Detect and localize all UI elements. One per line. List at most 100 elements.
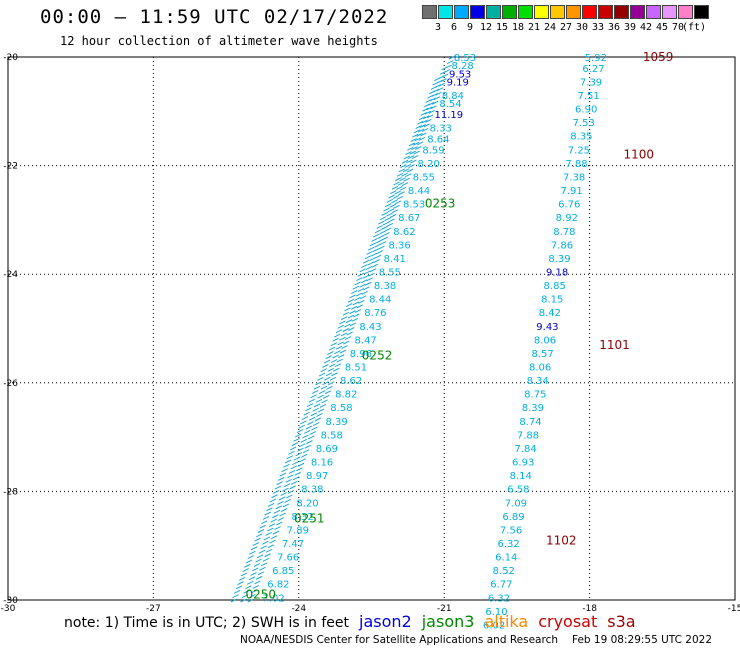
legend-swatch — [662, 5, 677, 19]
track-tick — [393, 204, 400, 209]
track-tick — [295, 433, 302, 438]
swh-label: 6.76 — [558, 200, 580, 211]
track-tick — [390, 213, 397, 218]
track-tick — [405, 173, 412, 178]
track-tick — [264, 553, 271, 558]
track-tick — [340, 316, 348, 321]
swh-label: 8.82 — [335, 390, 357, 401]
swh-label: 7.91 — [561, 186, 583, 197]
track-tick — [230, 598, 238, 603]
track-tick — [358, 299, 365, 304]
swh-label: 6.82 — [267, 580, 289, 591]
track-tick — [311, 426, 318, 431]
track-tick — [351, 290, 358, 295]
swh-label: 7.51 — [577, 91, 599, 102]
swh-label: 8.47 — [355, 335, 377, 346]
swh-label: 8.96 — [350, 349, 372, 360]
track-tick — [272, 514, 279, 519]
track-tick — [309, 431, 316, 436]
track-tick — [406, 168, 414, 173]
track-tick — [369, 242, 377, 247]
track-tick — [422, 115, 430, 120]
track-tick — [400, 164, 407, 169]
track-tick — [233, 589, 241, 594]
track-tick — [252, 542, 260, 546]
track-tick — [399, 177, 406, 182]
track-tick — [408, 164, 415, 169]
track-tick — [331, 372, 338, 377]
track-tick — [388, 218, 395, 223]
track-tick — [277, 500, 284, 505]
track-tick — [403, 155, 411, 160]
track-tick — [322, 381, 329, 386]
swh-label: 6.14 — [495, 553, 517, 564]
track-tick — [276, 521, 283, 526]
track-tick — [289, 485, 296, 490]
track-tick — [378, 245, 385, 250]
track-tick — [269, 539, 276, 544]
track-tick — [332, 337, 339, 342]
track-tick — [297, 462, 305, 467]
pass-time-label: 0253 — [425, 197, 456, 211]
track-tick — [288, 469, 296, 474]
swh-label: 6.93 — [512, 458, 534, 469]
legend-swatch — [614, 5, 629, 19]
swh-label: 8.92 — [556, 213, 578, 224]
track-tick — [352, 285, 360, 290]
track-tick — [366, 251, 373, 255]
legend-label: 21 — [527, 22, 541, 33]
track-tick — [284, 459, 292, 464]
track-tick — [240, 598, 247, 603]
track-tick — [412, 133, 419, 138]
track-tick — [364, 270, 371, 275]
track-tick — [301, 416, 309, 420]
track-tick — [417, 120, 424, 125]
track-tick — [390, 190, 397, 195]
track-tick — [361, 290, 368, 295]
track-tick — [260, 562, 268, 567]
color-scale-legend — [422, 5, 710, 19]
track-tick — [342, 311, 349, 316]
track-tick — [314, 403, 321, 408]
track-tick — [349, 322, 357, 327]
track-tick — [374, 243, 381, 248]
swh-label: 9.43 — [536, 322, 558, 333]
y-tick-label: -28 — [3, 487, 18, 497]
track-tick — [371, 252, 378, 257]
track-tick — [242, 568, 249, 573]
swh-label: 7.88 — [517, 430, 539, 441]
track-tick — [434, 77, 441, 82]
legend-label: 39 — [623, 22, 637, 33]
track-tick — [292, 461, 299, 465]
track-tick — [419, 124, 427, 128]
track-tick — [435, 91, 442, 96]
track-tick — [263, 536, 271, 541]
track-tick — [420, 132, 427, 137]
legend-swatch — [422, 5, 437, 19]
swh-label: 8.53 — [454, 53, 476, 64]
swh-label: 6.90 — [575, 105, 597, 116]
track-tick — [391, 209, 399, 214]
track-tick — [354, 297, 361, 301]
track-tick — [401, 159, 409, 164]
track-tick — [417, 128, 425, 133]
swh-label: 7.39 — [580, 77, 602, 88]
track-tick — [267, 527, 274, 532]
track-tick — [346, 331, 353, 336]
x-tick-label: -21 — [437, 604, 452, 614]
legend-swatch — [694, 5, 709, 19]
track-tick — [283, 463, 290, 468]
x-tick-label: -24 — [291, 604, 306, 614]
track-tick — [279, 512, 286, 517]
legend-label: 15 — [495, 22, 509, 33]
track-tick — [416, 141, 424, 146]
track-tick — [386, 222, 394, 227]
swh-label: 9.53 — [449, 69, 471, 80]
track-tick — [427, 94, 434, 99]
track-tick — [327, 381, 335, 386]
track-tick — [253, 563, 261, 567]
track-tick — [270, 535, 278, 540]
track-tick — [337, 324, 344, 329]
track-tick — [337, 341, 344, 346]
